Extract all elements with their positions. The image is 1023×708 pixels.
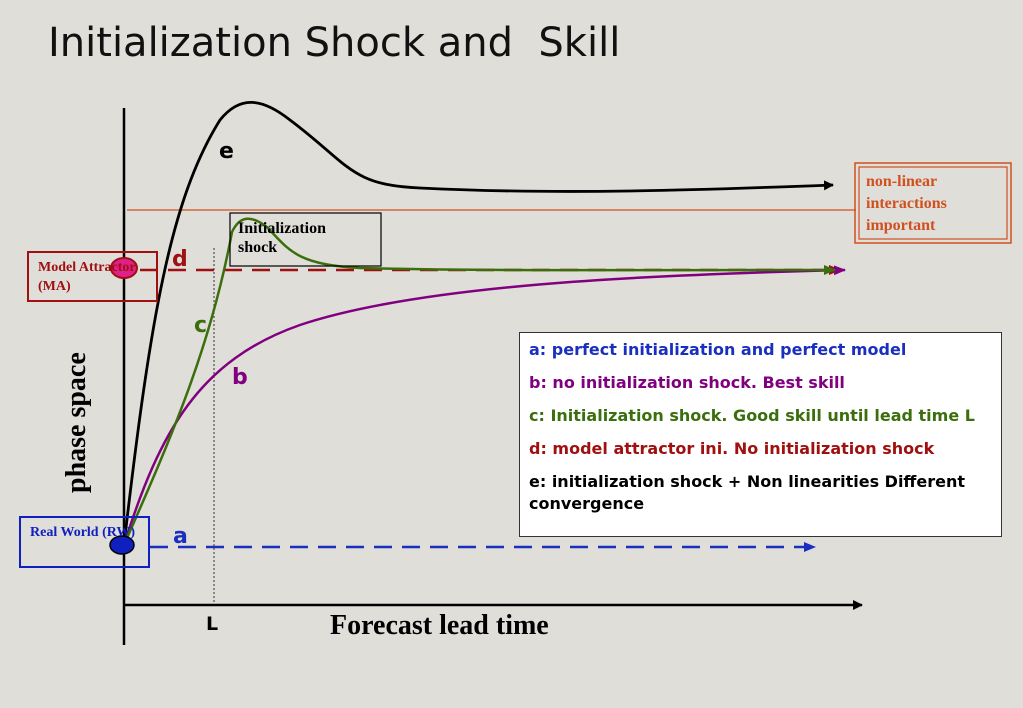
legend-item-a: a: perfect initialization and perfect mo…	[529, 340, 907, 359]
curve-label-e: e	[219, 139, 234, 164]
nonlinear-label: non-linear interactions important	[866, 173, 947, 234]
initialization-shock-label: Initialization shock	[238, 220, 327, 256]
nonlinear-box-inner	[858, 166, 1008, 240]
legend-item-e: e: initialization shock + Non linearitie…	[529, 472, 966, 513]
model-attractor-box	[27, 251, 158, 302]
real-world-point	[109, 535, 135, 555]
real-world-label: Real World (RW)	[30, 525, 136, 540]
curve-b	[122, 265, 846, 546]
model-attractor-point	[110, 257, 138, 279]
real-world-box	[19, 516, 150, 568]
x-axis-label: Forecast lead time	[330, 610, 549, 641]
initialization-shock-box	[229, 212, 382, 267]
curve-label-c: c	[194, 313, 207, 338]
curve-c	[122, 217, 836, 546]
curve-label-a: a	[173, 524, 188, 549]
lead-time-label: L	[206, 613, 218, 635]
legend-item-d: d: model attractor ini. No initializatio…	[529, 439, 935, 458]
curve-label-b: b	[232, 365, 248, 390]
y-axis-label: phase space	[61, 352, 92, 493]
slide-title: Initialization Shock and Skill	[48, 20, 621, 66]
legend-item-c: c: Initialization shock. Good skill unti…	[529, 406, 975, 425]
curve-e	[122, 100, 834, 546]
model-attractor-label: Model Attractor (MA)	[38, 260, 136, 294]
nonlinear-box-outer	[854, 162, 1012, 244]
curve-label-d: d	[172, 247, 188, 272]
legend-item-b: b: no initialization shock. Best skill	[529, 373, 845, 392]
legend-box: a: perfect initialization and perfect mo…	[519, 332, 1002, 537]
